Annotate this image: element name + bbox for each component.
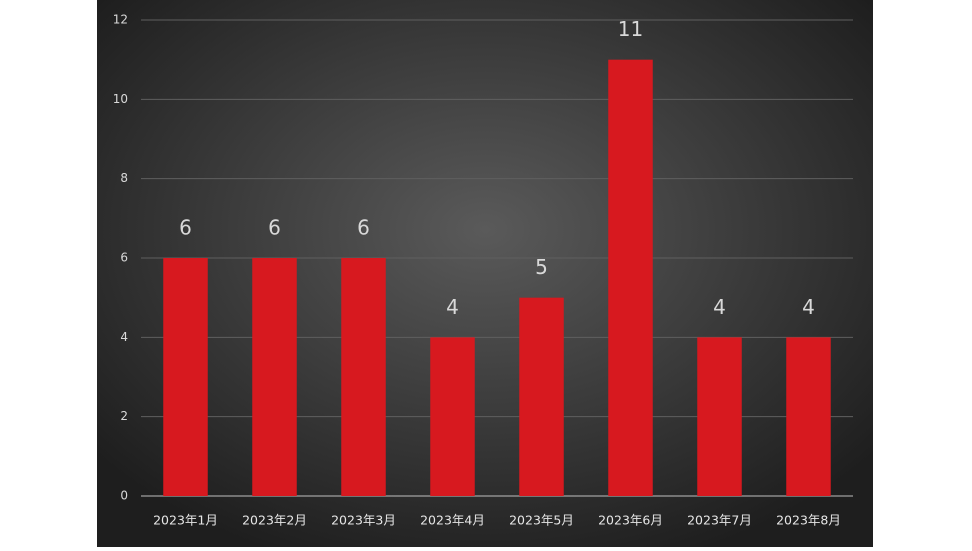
x-tick-label: 2023年7月 — [687, 513, 752, 528]
bar — [341, 258, 386, 496]
bar — [430, 337, 475, 496]
chart-background — [97, 0, 873, 547]
x-tick-label: 2023年5月 — [509, 513, 574, 528]
x-tick-label: 2023年3月 — [331, 513, 396, 528]
data-label: 11 — [618, 17, 643, 41]
bar — [519, 297, 564, 496]
x-tick-label: 2023年8月 — [776, 513, 841, 528]
y-tick-label: 12 — [113, 13, 128, 27]
data-label: 6 — [268, 216, 281, 240]
y-tick-label: 10 — [113, 92, 128, 106]
data-label: 4 — [713, 295, 726, 319]
x-tick-label: 2023年4月 — [420, 513, 485, 528]
bar — [252, 258, 297, 496]
data-label: 6 — [357, 216, 370, 240]
data-label: 4 — [446, 295, 459, 319]
data-label: 4 — [802, 295, 815, 319]
x-tick-label: 2023年1月 — [153, 513, 218, 528]
y-tick-label: 4 — [120, 330, 128, 344]
y-tick-label: 2 — [120, 409, 128, 423]
x-tick-label: 2023年6月 — [598, 513, 663, 528]
bar — [608, 59, 653, 497]
bar — [163, 258, 208, 496]
bar — [697, 337, 742, 496]
x-tick-label: 2023年2月 — [242, 513, 307, 528]
y-tick-label: 8 — [120, 171, 128, 185]
y-tick-label: 6 — [120, 251, 128, 265]
data-label: 6 — [179, 216, 192, 240]
data-label: 5 — [535, 255, 548, 279]
bar — [786, 337, 831, 496]
y-tick-label: 0 — [120, 489, 128, 503]
